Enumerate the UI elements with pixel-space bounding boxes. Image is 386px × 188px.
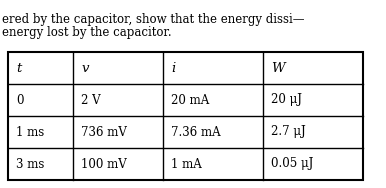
- Text: W: W: [271, 61, 284, 74]
- Text: 1 ms: 1 ms: [16, 126, 44, 139]
- Text: 20 μJ: 20 μJ: [271, 93, 302, 106]
- Text: i: i: [171, 61, 175, 74]
- Text: 2 V: 2 V: [81, 93, 101, 106]
- Text: 1 mA: 1 mA: [171, 158, 202, 171]
- Text: t: t: [16, 61, 21, 74]
- Text: 0.05 μJ: 0.05 μJ: [271, 158, 313, 171]
- Text: 736 mV: 736 mV: [81, 126, 127, 139]
- Text: 100 mV: 100 mV: [81, 158, 127, 171]
- Text: energy lost by the capacitor.: energy lost by the capacitor.: [2, 26, 172, 39]
- Text: 7.36 mA: 7.36 mA: [171, 126, 221, 139]
- Text: ered by the capacitor, show that the energy dissi—: ered by the capacitor, show that the ene…: [2, 13, 305, 26]
- Text: v: v: [81, 61, 88, 74]
- Text: 2.7 μJ: 2.7 μJ: [271, 126, 306, 139]
- Text: 20 mA: 20 mA: [171, 93, 209, 106]
- Text: 0: 0: [16, 93, 24, 106]
- Text: 3 ms: 3 ms: [16, 158, 44, 171]
